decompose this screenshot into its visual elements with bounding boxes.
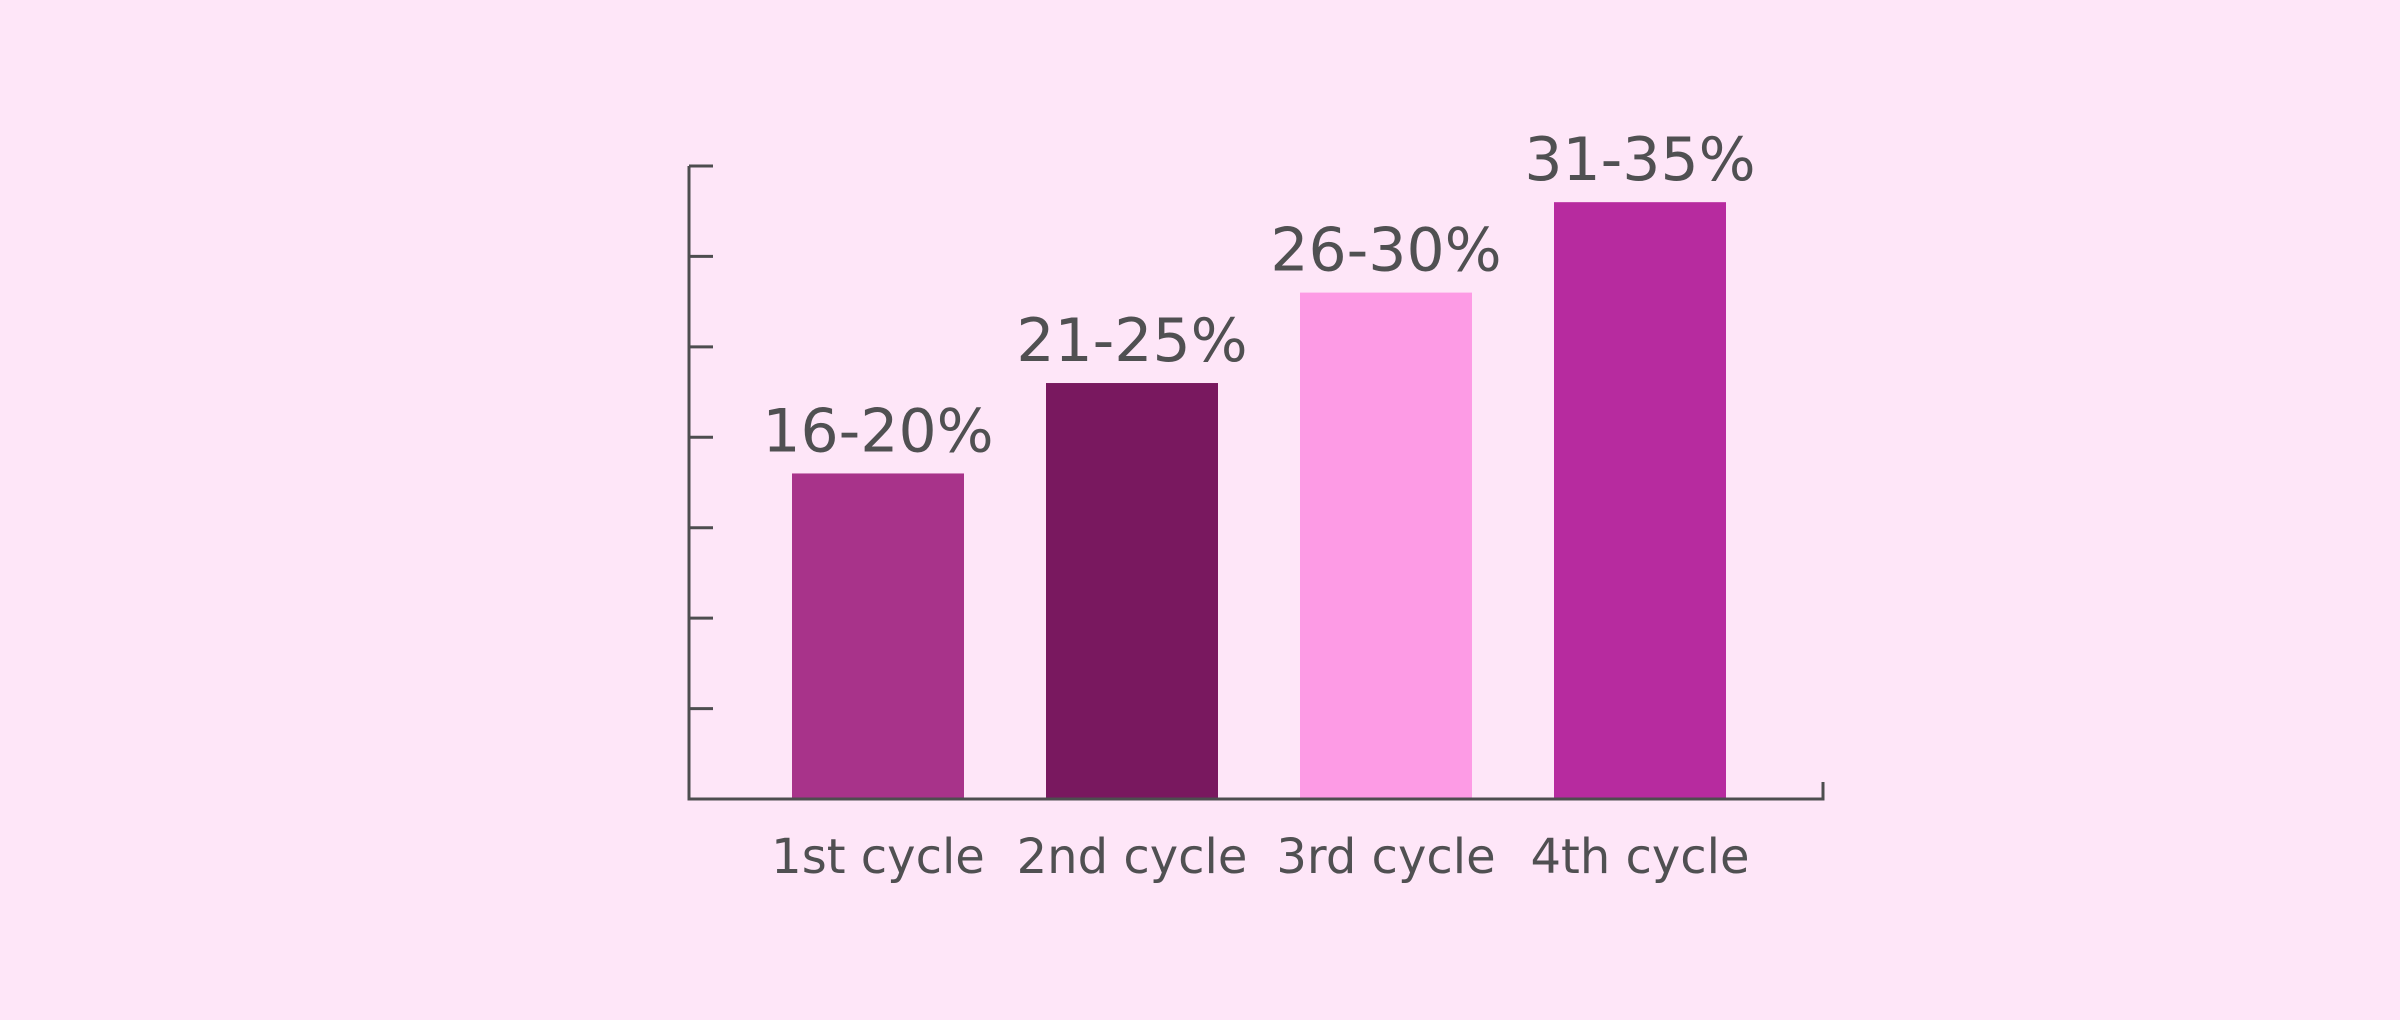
bar-2 — [1046, 383, 1218, 799]
bar-3 — [1300, 292, 1472, 799]
y-axis-ticks — [689, 164, 713, 711]
bar-4 — [1554, 202, 1726, 799]
bars — [792, 202, 1726, 799]
data-label-1: 16-20% — [762, 396, 993, 466]
data-label-2: 21-25% — [1016, 306, 1247, 376]
category-label-1: 1st cycle — [771, 829, 985, 885]
category-label-4: 4th cycle — [1530, 829, 1749, 885]
data-label-4: 31-35% — [1524, 125, 1755, 195]
category-label-2: 2nd cycle — [1017, 829, 1248, 885]
bar-1 — [792, 473, 964, 799]
category-label-3: 3rd cycle — [1276, 829, 1495, 885]
category-labels: 1st cycle 2nd cycle 3rd cycle 4th cycle — [771, 829, 1749, 885]
data-label-3: 26-30% — [1270, 216, 1501, 286]
axes — [687, 166, 1825, 801]
data-labels: 16-20% 21-25% 26-30% 31-35% — [762, 125, 1755, 466]
